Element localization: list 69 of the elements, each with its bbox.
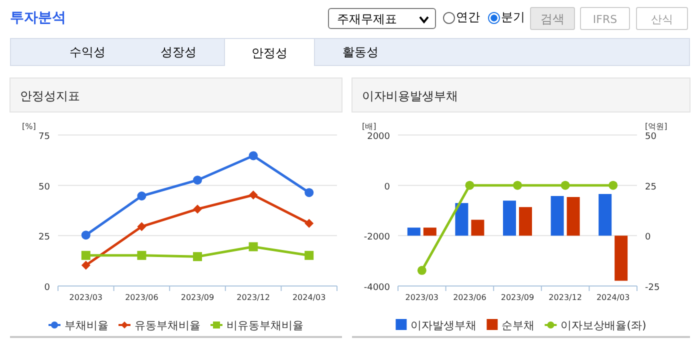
legend-label: 이자발생부채 <box>410 319 477 332</box>
y2-axis-title: [억원] <box>645 122 668 131</box>
text: IFRS <box>580 7 630 30</box>
point <box>193 176 202 185</box>
text: 산식 <box>636 7 688 30</box>
bar <box>471 220 484 236</box>
point <box>304 250 314 260</box>
bar <box>455 203 468 236</box>
bar <box>550 196 564 236</box>
bar <box>503 200 516 236</box>
y-axis-title: [%] <box>22 122 36 131</box>
point <box>193 252 202 262</box>
point <box>81 260 90 270</box>
text: 성장성 <box>160 44 198 61</box>
bar <box>519 207 532 236</box>
y-tick-label: 2000 <box>367 132 390 142</box>
chart-title: 이자비용발생부채 <box>362 89 458 103</box>
y-tick-label: 0 <box>44 283 50 293</box>
text: 주재무제표 <box>328 8 436 29</box>
point <box>137 250 146 260</box>
y-tick-label: 75 <box>38 132 50 142</box>
text: 검색 <box>530 7 575 30</box>
legend-label: 유동부채비율 <box>134 319 200 332</box>
y2-tick-label: 50 <box>645 132 657 142</box>
bar <box>423 228 436 236</box>
y-tick-label: 0 <box>384 182 390 192</box>
y-tick-label: 50 <box>38 182 50 192</box>
x-tick-label: 2024/03 <box>596 293 630 302</box>
x-tick-label: 2023/03 <box>69 293 103 302</box>
text: 안정성 <box>224 38 315 66</box>
point <box>193 204 202 214</box>
y2-tick-label: 25 <box>645 182 656 192</box>
bar <box>566 197 580 236</box>
point <box>248 242 258 252</box>
point <box>137 222 146 232</box>
x-tick-label: 2023/09 <box>180 293 214 302</box>
y-axis-title: [배] <box>362 122 376 131</box>
x-tick-label: 2023/03 <box>405 293 439 302</box>
point <box>248 151 258 160</box>
bar <box>614 236 628 281</box>
y-tick-label: 25 <box>38 232 50 243</box>
x-tick-label: 2023/06 <box>125 293 158 302</box>
text: 투자분석 <box>10 9 66 27</box>
legend-label: 부채비율 <box>64 319 108 332</box>
legend-label: 순부채 <box>502 319 535 332</box>
bar <box>598 194 612 236</box>
point <box>304 218 314 228</box>
point <box>81 230 90 240</box>
y2-tick-label: 0 <box>645 232 651 243</box>
x-tick-label: 2023/12 <box>548 293 582 302</box>
text: 수익성 <box>68 44 106 61</box>
x-tick-label: 2023/12 <box>236 293 270 302</box>
chart-title: 안정성지표 <box>20 89 80 103</box>
bar <box>407 228 420 236</box>
legend-label: 이자보상배율(좌) <box>560 319 646 332</box>
point <box>304 188 314 198</box>
text: 연간 <box>456 9 480 26</box>
x-tick-label: 2023/06 <box>453 293 486 302</box>
x-tick-label: 2024/03 <box>292 293 326 302</box>
text: 분기 <box>501 9 525 26</box>
point <box>248 190 258 200</box>
y2-tick-label: -25 <box>645 283 660 293</box>
x-tick-label: 2023/09 <box>500 293 534 302</box>
text: 활동성 <box>342 44 380 61</box>
legend-label: 비유동부채비율 <box>226 319 304 332</box>
point <box>137 192 146 201</box>
point <box>81 250 90 260</box>
y-tick-label: -2000 <box>364 232 390 243</box>
y-tick-label: -4000 <box>364 283 390 293</box>
